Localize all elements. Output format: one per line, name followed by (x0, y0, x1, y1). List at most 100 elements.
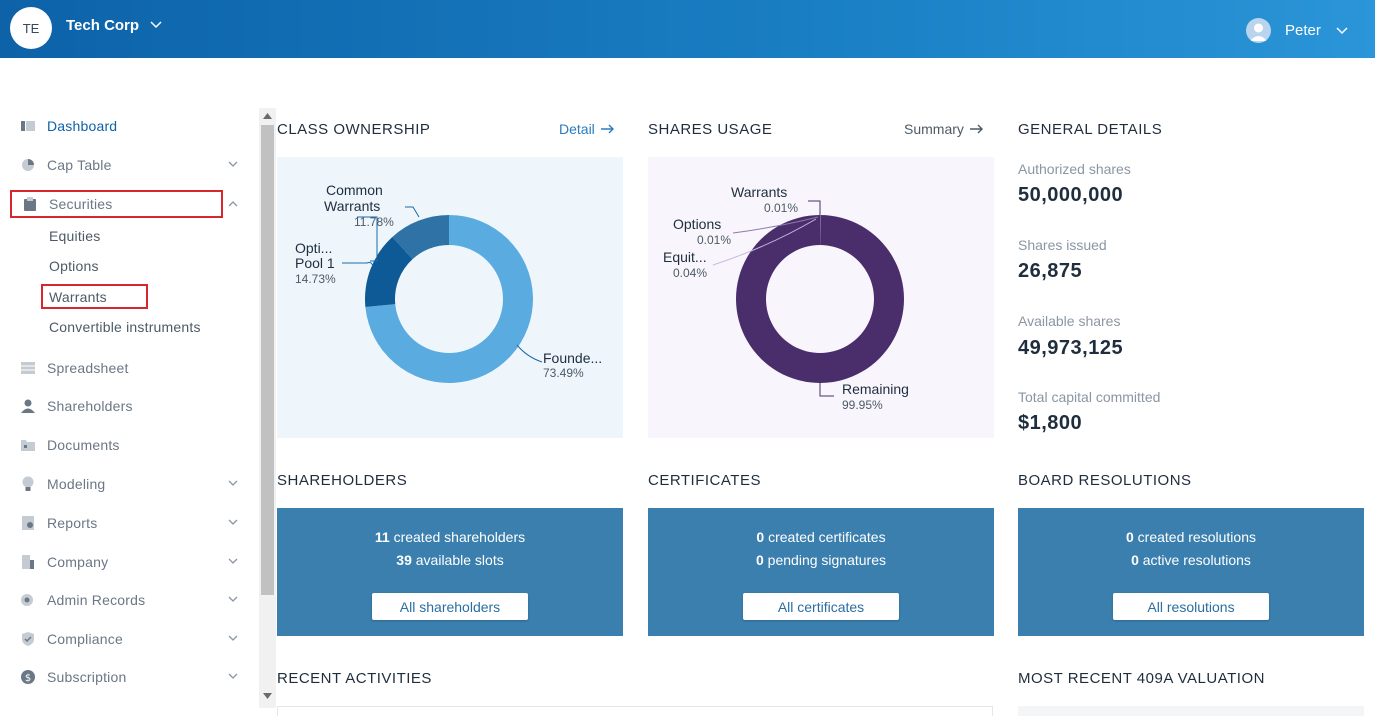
slice-label: Warrants (324, 198, 380, 214)
sidebar-item-modeling[interactable]: Modeling (10, 470, 250, 498)
donut-slice[interactable] (735, 215, 904, 383)
chevron-down-icon (228, 673, 238, 679)
leader-line (712, 218, 817, 266)
all-resolutions-button[interactable]: All resolutions (1113, 593, 1269, 620)
sidebar-item-label: Dashboard (47, 118, 118, 134)
all-shareholders-button[interactable]: All shareholders (372, 593, 528, 620)
spreadsheet-icon (20, 360, 36, 376)
sidebar-item-label: Modeling (47, 476, 106, 492)
arrow-right-icon (969, 124, 983, 134)
summary-link-label: Summary (904, 121, 964, 137)
lightbulb-icon (20, 476, 36, 492)
shares-usage-chart: Warrants 0.01% Options 0.01% Equit... 0.… (648, 157, 994, 438)
org-avatar[interactable]: TE (10, 7, 52, 49)
chevron-down-icon (228, 558, 238, 564)
sidebar-item-securities[interactable]: Securities (10, 190, 223, 218)
sidebar-item-subscription[interactable]: $ Subscription (10, 663, 250, 691)
scroll-up-arrow-icon[interactable] (263, 113, 272, 119)
certificates-card: 0 created certificates 0 pending signatu… (648, 508, 994, 636)
board-resolutions-card: 0 created resolutions 0 active resolutio… (1018, 508, 1364, 636)
donut-slice[interactable] (365, 236, 413, 307)
building-icon (20, 554, 36, 570)
sidebar-item-dashboard[interactable]: Dashboard (10, 112, 250, 140)
sidebar-item-label: Securities (49, 196, 113, 212)
recent-activities-panel (277, 706, 993, 716)
sidebar-item-shareholders[interactable]: Shareholders (10, 392, 250, 420)
chevron-down-icon (228, 480, 238, 486)
shares-issued-value: 26,875 (1018, 260, 1083, 282)
donut-slice[interactable] (365, 215, 533, 383)
slice-pct: 11.78% (354, 215, 394, 229)
chevron-down-icon[interactable] (1336, 25, 1348, 37)
admin-icon (20, 592, 36, 608)
leader-line (405, 206, 420, 218)
board-resolutions-title: BOARD RESOLUTIONS (1018, 472, 1192, 489)
authorized-shares-value: 50,000,000 (1018, 184, 1124, 206)
sidebar-subitem-convertible-instruments[interactable]: Convertible instruments (49, 319, 201, 335)
slice-pct: 73.49% (543, 366, 584, 380)
folder-icon (20, 437, 36, 453)
shares-issued-label: Shares issued (1018, 237, 1107, 253)
created-resolutions-text: 0 created resolutions (1126, 529, 1256, 545)
active-resolutions-text: 0 active resolutions (1131, 552, 1251, 568)
chevron-down-icon (228, 635, 238, 641)
valuation-title: MOST RECENT 409A VALUATION (1018, 670, 1265, 687)
all-certificates-button[interactable]: All certificates (743, 593, 899, 620)
leader-line (516, 344, 543, 363)
shareholders-title: SHAREHOLDERS (277, 472, 408, 489)
available-shares-value: 49,973,125 (1018, 337, 1124, 359)
total-capital-label: Total capital committed (1018, 389, 1161, 405)
pie-chart-icon (20, 157, 36, 173)
sidebar-item-cap-table[interactable]: Cap Table (10, 151, 250, 179)
slice-pct: 0.01% (764, 201, 798, 215)
available-shares-label: Available shares (1018, 313, 1121, 329)
sidebar-item-label: Spreadsheet (47, 360, 129, 376)
donut-slice[interactable] (392, 215, 449, 260)
slice-pct: 0.01% (697, 233, 731, 247)
donut-slice[interactable] (820, 215, 822, 246)
org-name[interactable]: Tech Corp (66, 17, 140, 34)
shares-usage-title: SHARES USAGE (648, 121, 773, 138)
created-shareholders-text: 11 created shareholders (374, 529, 526, 545)
sidebar-item-documents[interactable]: Documents (10, 431, 250, 459)
created-certificates-text: 0 created certificates (756, 529, 886, 545)
shares-usage-donut: Warrants 0.01% Options 0.01% Equit... 0.… (663, 184, 909, 412)
user-avatar[interactable] (1246, 18, 1271, 43)
sidebar-subitem-equities[interactable]: Equities (49, 228, 101, 244)
sidebar-subitem-warrants[interactable]: Warrants (49, 289, 107, 305)
chevron-down-icon[interactable] (150, 19, 162, 31)
class-ownership-chart: Founde... 73.49% Opti... Pool 1 14.73% C… (277, 157, 623, 438)
sidebar-subitem-options[interactable]: Options (49, 258, 99, 274)
sidebar-item-label: Subscription (47, 669, 127, 685)
sidebar-item-label: Company (47, 554, 109, 570)
clipboard-icon (22, 196, 38, 212)
person-icon (20, 398, 36, 414)
detail-link-label: Detail (559, 121, 595, 137)
leader-line (808, 200, 821, 245)
user-icon (1250, 23, 1267, 41)
summary-link[interactable]: Summary (904, 121, 984, 137)
leader-line (357, 216, 378, 262)
sidebar-item-label: Compliance (47, 631, 123, 647)
slice-label: Warrants (731, 184, 787, 200)
sidebar-item-compliance[interactable]: Compliance (10, 625, 250, 653)
leader-line (342, 262, 374, 268)
sidebar-item-company[interactable]: Company (10, 548, 250, 576)
pending-signatures-text: 0 pending signatures (756, 552, 886, 568)
sidebar-item-spreadsheet[interactable]: Spreadsheet (10, 354, 250, 382)
chevron-up-icon[interactable] (228, 200, 238, 208)
authorized-shares-label: Authorized shares (1018, 161, 1131, 177)
valuation-panel (1018, 706, 1364, 716)
sidebar-scrollbar-thumb[interactable] (261, 125, 274, 595)
slice-pct: 14.73% (295, 272, 336, 286)
sidebar-item-reports[interactable]: Reports (10, 509, 250, 537)
sidebar-item-label: Documents (47, 437, 120, 453)
scroll-down-arrow-icon[interactable] (263, 693, 272, 699)
user-name[interactable]: Peter (1285, 22, 1321, 39)
top-bar: TE Tech Corp Peter (0, 0, 1375, 58)
chevron-down-icon (228, 161, 238, 167)
slice-label: Options (673, 216, 721, 232)
sidebar-item-admin-records[interactable]: Admin Records (10, 586, 250, 614)
chevron-down-icon (228, 596, 238, 602)
detail-link[interactable]: Detail (559, 121, 615, 137)
